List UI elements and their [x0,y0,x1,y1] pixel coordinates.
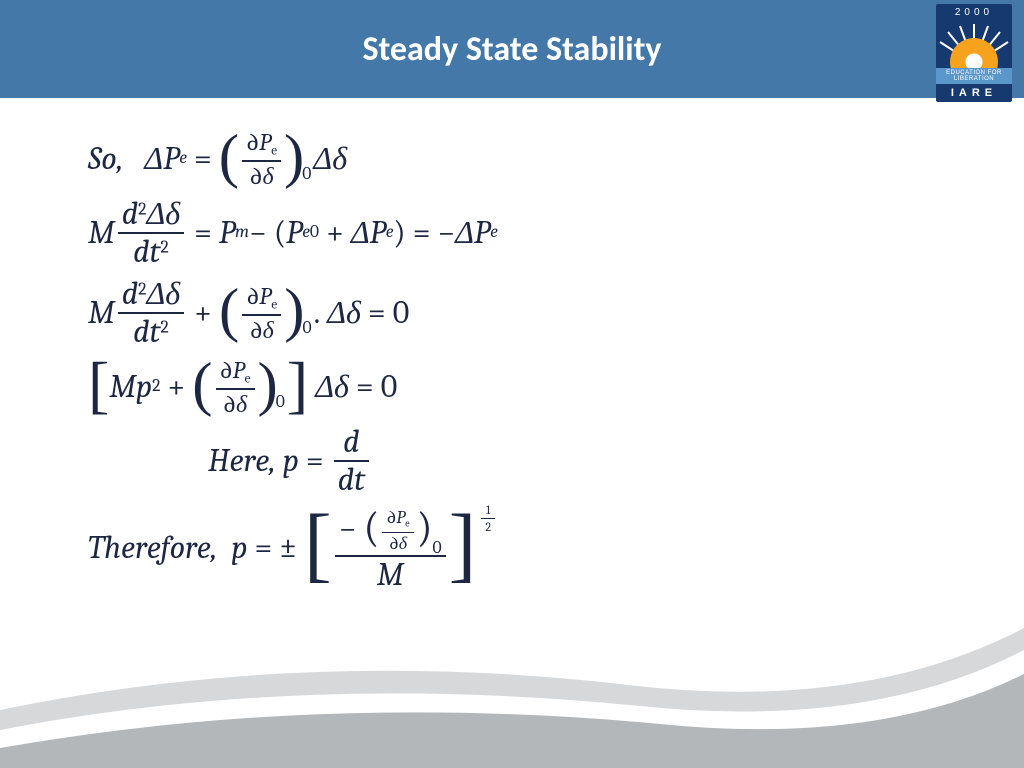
slide-title: Steady State Stability [362,29,661,70]
equations-block: So, ΔPe = ( ∂Pe∂δ )0 Δδ M d2Δδdt2 = Pm− … [88,130,908,601]
equation-6: Therefore, p = ± [ − (∂Pe∂δ)0 M ] 12 [88,506,908,591]
logo-name: IARE [936,84,1012,102]
eq5-prefix: Here, [208,445,276,477]
logo-sunburst [936,22,1012,68]
eq6-prefix: Therefore, [88,532,217,564]
eq1-prefix: So, [88,143,123,175]
slide-header: Steady State Stability 2000 EDUCATION FO… [0,0,1024,98]
footer-swoosh [0,588,1024,768]
equation-2: M d2Δδdt2 = Pm− (Pe0 + ΔPe) = −ΔPe [88,198,908,268]
iare-logo: 2000 EDUCATION FOR LIBERATION IARE [936,4,1012,92]
logo-year: 2000 [936,4,1012,22]
equation-4: [ Mp2 + ( ∂Pe∂δ )0 ] Δδ = 0 [88,358,908,416]
equation-1: So, ΔPe = ( ∂Pe∂δ )0 Δδ [88,130,908,188]
logo-band-text: EDUCATION FOR LIBERATION [936,68,1012,84]
equation-5: Here, p = ddt [208,426,908,496]
equation-3: M d2Δδdt2 + ( ∂Pe∂δ )0 . Δδ = 0 [88,278,908,348]
